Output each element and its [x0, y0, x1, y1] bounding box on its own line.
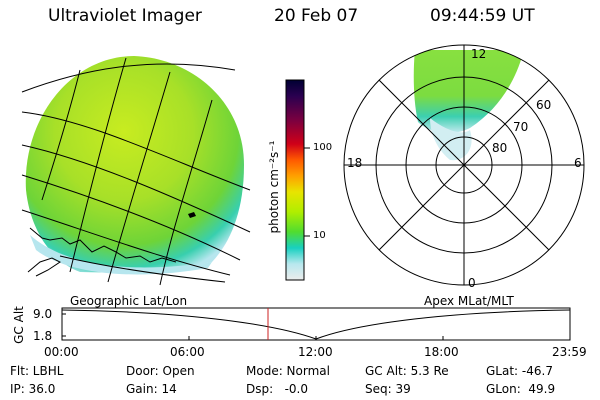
info-glon: GLon: 49.9 [486, 382, 556, 396]
mlat-label-60: 60 [536, 98, 552, 112]
time-label: 09:44:59 UT [430, 6, 535, 26]
polar-grid [343, 44, 585, 286]
mlt-label-0: 0 [468, 276, 476, 290]
x-tick-0600: 06:00 [170, 345, 205, 359]
latitude-lines [21, 63, 251, 283]
info-gain: Gain: 14 [126, 382, 177, 396]
colorbar-tick-10: 10 [313, 230, 326, 241]
mlat-label-80: 80 [492, 141, 508, 155]
coastline-small [188, 212, 196, 218]
x-tick-2359: 23:59 [552, 345, 587, 359]
geographic-view [21, 56, 251, 286]
info-glat: GLat: -46.7 [486, 364, 553, 378]
mlt-label-18: 18 [347, 156, 363, 170]
longitude-lines [41, 57, 213, 286]
colorbar-tick-100: 100 [313, 142, 333, 153]
altitude-tick-9: 9.0 [33, 307, 53, 321]
info-dsp: Dsp: -0.0 [246, 382, 309, 396]
info-seq: Seq: 39 [365, 382, 411, 396]
colorbar [285, 79, 310, 281]
mlat-label-70: 70 [513, 120, 529, 134]
mlt-label-12: 12 [471, 47, 487, 61]
disk-edge-noise [30, 235, 212, 275]
info-door: Door: Open [126, 364, 195, 378]
info-gc-alt: GC Alt: 5.3 Re [365, 364, 449, 378]
altitude-plot [61, 307, 571, 341]
mlt-label-6: 6 [574, 156, 582, 170]
app-title: Ultraviolet Imager [48, 6, 202, 26]
polar-view [343, 44, 585, 286]
coastline [27, 227, 177, 277]
earth-disk [25, 56, 245, 273]
date-label: 20 Feb 07 [274, 6, 359, 26]
info-mode: Mode: Normal [246, 364, 330, 378]
info-ip: IP: 36.0 [10, 382, 56, 396]
colorbar-unit-label: photon cm⁻²s⁻¹ [267, 140, 281, 234]
x-tick-1200: 12:00 [298, 345, 333, 359]
x-tick-1800: 18:00 [424, 345, 459, 359]
altitude-y-label: GC Alt [12, 306, 26, 344]
altitude-tick-1-8: 1.8 [33, 329, 53, 343]
apex-caption: Apex MLat/MLT [424, 294, 514, 308]
x-tick-0000: 00:00 [44, 345, 79, 359]
aurora-region [413, 50, 524, 134]
geographic-caption: Geographic Lat/Lon [70, 294, 188, 308]
info-flt: Flt: LBHL [10, 364, 64, 378]
